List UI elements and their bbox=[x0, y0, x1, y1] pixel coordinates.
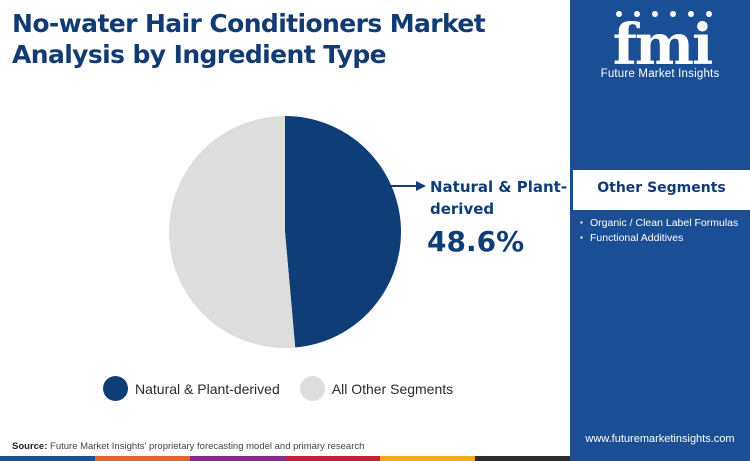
legend-label-natural: Natural & Plant-derived bbox=[135, 380, 280, 397]
callout-value: 48.6% bbox=[427, 225, 525, 258]
callout-label: Natural & Plant-derived bbox=[430, 178, 568, 218]
legend-swatch-natural bbox=[103, 376, 128, 401]
source-prefix: Source: bbox=[12, 441, 48, 452]
bottom-bar-segment bbox=[0, 456, 95, 461]
legend-item-other: All Other Segments bbox=[299, 376, 454, 401]
pie-slice-other bbox=[169, 116, 296, 348]
chart-legend: Natural & Plant-derived All Other Segmen… bbox=[103, 376, 473, 401]
bottom-color-bar bbox=[0, 456, 570, 461]
source-note: Source: Future Market Insights' propriet… bbox=[12, 441, 364, 452]
website-link[interactable]: www.futuremarketinsights.com bbox=[585, 433, 735, 445]
other-segment-item: Functional Additives bbox=[580, 231, 745, 245]
callout-arrow bbox=[389, 181, 426, 191]
source-text: Future Market Insights' proprietary fore… bbox=[50, 441, 365, 452]
other-segments-title: Other Segments bbox=[597, 180, 726, 196]
chart-title: No-water Hair Conditioners Market Analys… bbox=[12, 9, 486, 69]
logo-text: fmi bbox=[613, 12, 712, 78]
other-segments-header: Other Segments bbox=[570, 170, 750, 210]
bottom-bar-segment bbox=[285, 456, 380, 461]
legend-swatch-other bbox=[299, 376, 325, 401]
logo-subtitle: Future Market Insights bbox=[600, 68, 720, 80]
pie-chart bbox=[169, 116, 426, 348]
bottom-bar-segment bbox=[190, 456, 285, 461]
legend-label-other: All Other Segments bbox=[331, 380, 454, 397]
other-segment-item: Organic / Clean Label Formulas bbox=[580, 216, 745, 230]
other-segments-list: Organic / Clean Label Formulas Functiona… bbox=[580, 216, 745, 246]
fmi-logo-icon: fmi bbox=[613, 11, 714, 78]
pie-slice-natural bbox=[285, 116, 402, 348]
bottom-bar-segment bbox=[475, 456, 570, 461]
legend-item-natural: Natural & Plant-derived bbox=[103, 376, 280, 401]
bottom-bar-segment bbox=[380, 456, 475, 461]
pie-slices bbox=[169, 116, 402, 348]
bottom-bar-segment bbox=[95, 456, 190, 461]
